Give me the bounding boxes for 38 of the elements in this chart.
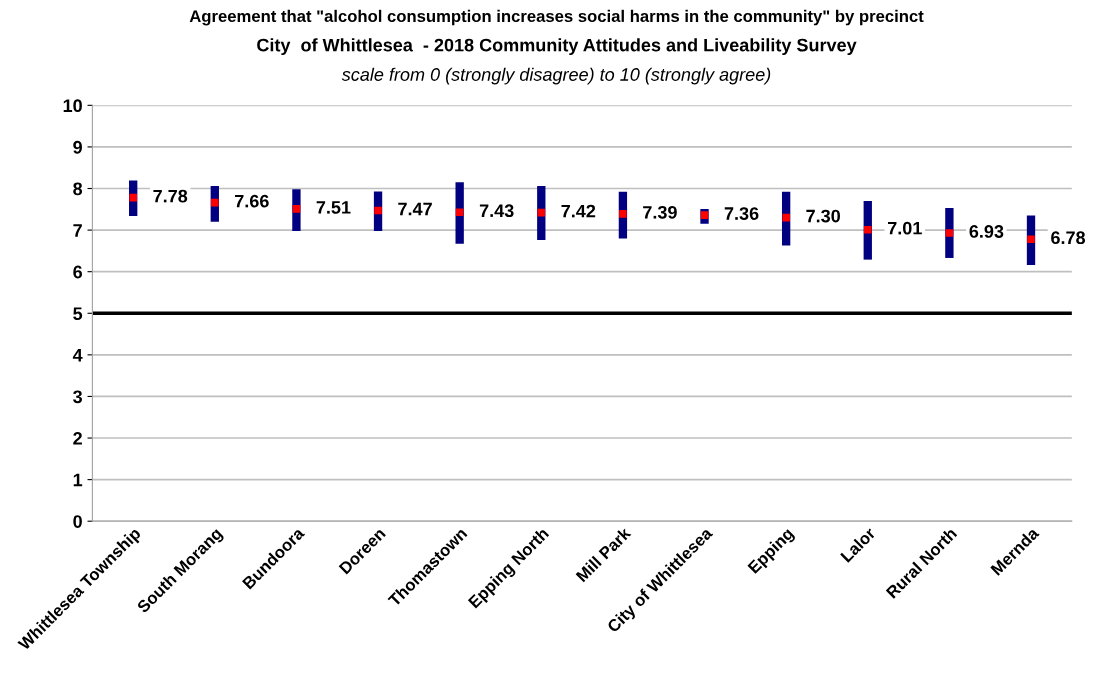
y-tick-label: 0 [73, 515, 82, 528]
point [374, 206, 382, 215]
y-tick-label: 10 [63, 99, 82, 113]
y-tick-label: 5 [73, 307, 83, 320]
chart-title: Agreement that "alcohol consumption increases social harms in the community" by precinct [189, 9, 924, 26]
point [455, 208, 464, 217]
data-label: 7.66 [235, 194, 269, 208]
point [292, 205, 301, 213]
y-tick-label: 1 [73, 473, 83, 487]
point [945, 229, 954, 237]
data-label: 7.47 [398, 202, 432, 216]
point [782, 213, 790, 222]
point [619, 210, 627, 218]
data-label: 7.78 [153, 189, 188, 203]
data-label: 7.42 [561, 204, 596, 218]
chart-subtitle: City of Whittlesea - 2018 Community Attitudes and Liveability Survey [257, 38, 857, 56]
point [863, 225, 872, 234]
data-label: 6.93 [969, 225, 1004, 238]
data-label: 7.36 [724, 207, 759, 220]
point [700, 211, 709, 219]
y-tick-label: 8 [73, 182, 83, 196]
data-label: 7.51 [316, 201, 351, 214]
y-tick-label: 7 [73, 224, 82, 237]
y-tick-label: 3 [73, 390, 83, 404]
y-tick-label: 4 [72, 348, 83, 362]
data-label: 7.39 [643, 205, 677, 219]
data-label: 6.78 [1051, 231, 1086, 245]
point [537, 208, 546, 217]
data-label: 7.43 [479, 204, 514, 218]
y-tick-label: 2 [73, 431, 82, 445]
data-label: 7.01 [887, 221, 922, 235]
text: scale from 0 (strongly disagree) to 10 (strongly agree) [341, 67, 771, 85]
y-tick-label: 6 [73, 265, 83, 279]
data-label: 7.30 [806, 209, 840, 223]
point [129, 193, 137, 202]
y-tick-label: 9 [73, 140, 82, 154]
point [211, 198, 219, 207]
point [1027, 235, 1035, 244]
